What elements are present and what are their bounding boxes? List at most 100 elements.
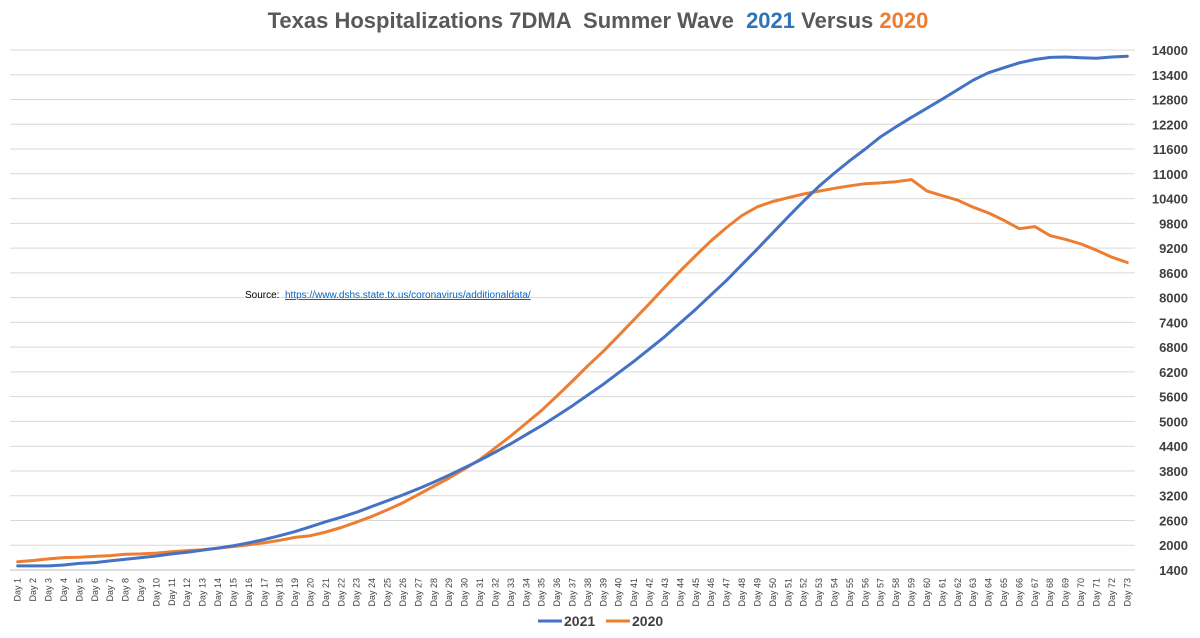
x-tick-label: Day 69 xyxy=(1061,578,1071,607)
x-tick-label: Day 46 xyxy=(706,578,716,607)
x-tick-label: Day 61 xyxy=(937,578,947,607)
chart-title-part-3: 2020 xyxy=(879,8,928,33)
x-tick-label: Day 28 xyxy=(429,578,439,607)
series-line-2020 xyxy=(16,178,1129,564)
x-tick-label: Day 57 xyxy=(876,578,886,607)
x-tick-label: Day 25 xyxy=(383,578,393,607)
x-tick-label: Day 35 xyxy=(537,578,547,607)
x-tick-label: Day 49 xyxy=(752,578,762,607)
y-tick-label: 2000 xyxy=(1159,538,1188,553)
gridlines xyxy=(10,49,1135,571)
x-tick-label: Day 29 xyxy=(444,578,454,607)
y-tick-label: 11000 xyxy=(1153,167,1188,182)
y-tick-label: 12200 xyxy=(1152,117,1188,132)
y-tick-label: 8000 xyxy=(1159,291,1188,306)
x-tick-label: Day 34 xyxy=(521,578,531,607)
x-tick-label: Day 51 xyxy=(783,578,793,607)
y-tick-label: 6200 xyxy=(1159,365,1188,380)
x-tick-label: Day 26 xyxy=(398,578,408,607)
x-tick-label: Day 22 xyxy=(336,578,346,607)
x-tick-label: Day 44 xyxy=(675,578,685,607)
y-tick-label: 5600 xyxy=(1159,390,1188,405)
legend: 2021 2020 xyxy=(538,613,663,629)
x-tick-label: Day 18 xyxy=(275,578,285,607)
y-tick-label: 13400 xyxy=(1152,68,1188,83)
y-tick-label: 8600 xyxy=(1159,266,1188,281)
x-tick-label: Day 53 xyxy=(814,578,824,607)
source-annotation: Source: https://www.dshs.state.tx.us/cor… xyxy=(245,290,531,301)
chart-title: Texas Hospitalizations 7DMA Summer Wave … xyxy=(268,8,929,33)
x-tick-label: Day 48 xyxy=(737,578,747,607)
x-tick-label: Day 40 xyxy=(614,578,624,607)
y-tick-label: 3800 xyxy=(1159,464,1188,479)
x-tick-label: Day 32 xyxy=(490,578,500,607)
y-tick-label: 9800 xyxy=(1159,216,1188,231)
x-tick-label: Day 65 xyxy=(999,578,1009,607)
x-tick-label: Day 16 xyxy=(244,578,254,607)
y-tick-label: 12800 xyxy=(1152,93,1188,108)
x-tick-label: Day 66 xyxy=(1014,578,1024,607)
x-tick-label: Day 31 xyxy=(475,578,485,607)
x-tick-label: Day 2 xyxy=(28,578,38,602)
x-tick-label: Day 14 xyxy=(213,578,223,607)
x-tick-label: Day 70 xyxy=(1076,578,1086,607)
series-lines xyxy=(16,54,1129,568)
y-axis-ticks: 1400 2000 2600 3200 3800 4400 5000 5600 6200 6800… xyxy=(1152,43,1188,578)
x-tick-label: Day 9 xyxy=(136,578,146,602)
x-tick-label: Day 24 xyxy=(367,578,377,607)
x-tick-label: Day 73 xyxy=(1122,578,1132,607)
x-tick-label: Day 72 xyxy=(1107,578,1117,607)
x-tick-label: Day 20 xyxy=(306,578,316,607)
x-tick-label: Day 59 xyxy=(907,578,917,607)
x-tick-label: Day 6 xyxy=(90,578,100,602)
x-tick-label: Day 55 xyxy=(845,578,855,607)
chart-title-part-2: Versus xyxy=(795,8,879,33)
x-tick-label: Day 33 xyxy=(506,578,516,607)
source-link[interactable]: https://www.dshs.state.tx.us/coronavirus… xyxy=(285,290,531,301)
y-tick-label: 14000 xyxy=(1152,43,1188,58)
x-tick-label: Day 27 xyxy=(413,578,423,607)
x-tick-label: Day 23 xyxy=(352,578,362,607)
x-tick-label: Day 7 xyxy=(105,578,115,602)
y-tick-label: 5000 xyxy=(1159,414,1188,429)
series-line-2021 xyxy=(16,54,1129,568)
x-tick-label: Day 8 xyxy=(121,578,131,602)
x-tick-label: Day 71 xyxy=(1091,578,1101,607)
y-tick-label: 1400 xyxy=(1159,563,1188,578)
x-tick-label: Day 1 xyxy=(13,578,23,602)
x-tick-label: Day 4 xyxy=(59,578,69,602)
x-tick-label: Day 30 xyxy=(460,578,470,607)
x-tick-label: Day 54 xyxy=(829,578,839,607)
x-tick-label: Day 15 xyxy=(228,578,238,607)
y-tick-label: 11600 xyxy=(1153,142,1188,157)
x-tick-label: Day 68 xyxy=(1045,578,1055,607)
x-tick-label: Day 67 xyxy=(1030,578,1040,607)
x-tick-label: Day 19 xyxy=(290,578,300,607)
x-tick-label: Day 12 xyxy=(182,578,192,607)
source-label: Source: xyxy=(245,290,279,301)
x-tick-label: Day 62 xyxy=(953,578,963,607)
x-tick-label: Day 3 xyxy=(44,578,54,602)
y-tick-label: 2600 xyxy=(1159,513,1188,528)
y-tick-label: 4400 xyxy=(1159,439,1188,454)
x-tick-label: Day 37 xyxy=(568,578,578,607)
y-tick-label: 10400 xyxy=(1152,192,1188,207)
x-tick-label: Day 63 xyxy=(968,578,978,607)
y-tick-label: 7400 xyxy=(1159,315,1188,330)
x-tick-label: Day 64 xyxy=(984,578,994,607)
x-tick-label: Day 58 xyxy=(891,578,901,607)
x-tick-label: Day 45 xyxy=(691,578,701,607)
x-tick-label: Day 5 xyxy=(74,578,84,602)
x-axis-ticks: Day 1 Day 2 Day 3 Day 4 Day 5 Day 6 Day 7 Day 8… xyxy=(13,578,1133,607)
x-tick-label: Day 42 xyxy=(645,578,655,607)
x-tick-label: Day 52 xyxy=(799,578,809,607)
x-tick-label: Day 43 xyxy=(660,578,670,607)
chart-title-part-0: Texas Hospitalizations 7DMA Summer Wave xyxy=(268,8,746,33)
x-tick-label: Day 17 xyxy=(259,578,269,607)
x-tick-label: Day 13 xyxy=(198,578,208,607)
x-tick-label: Day 39 xyxy=(598,578,608,607)
chart-title-part-1: 2021 xyxy=(746,8,795,33)
x-tick-label: Day 38 xyxy=(583,578,593,607)
